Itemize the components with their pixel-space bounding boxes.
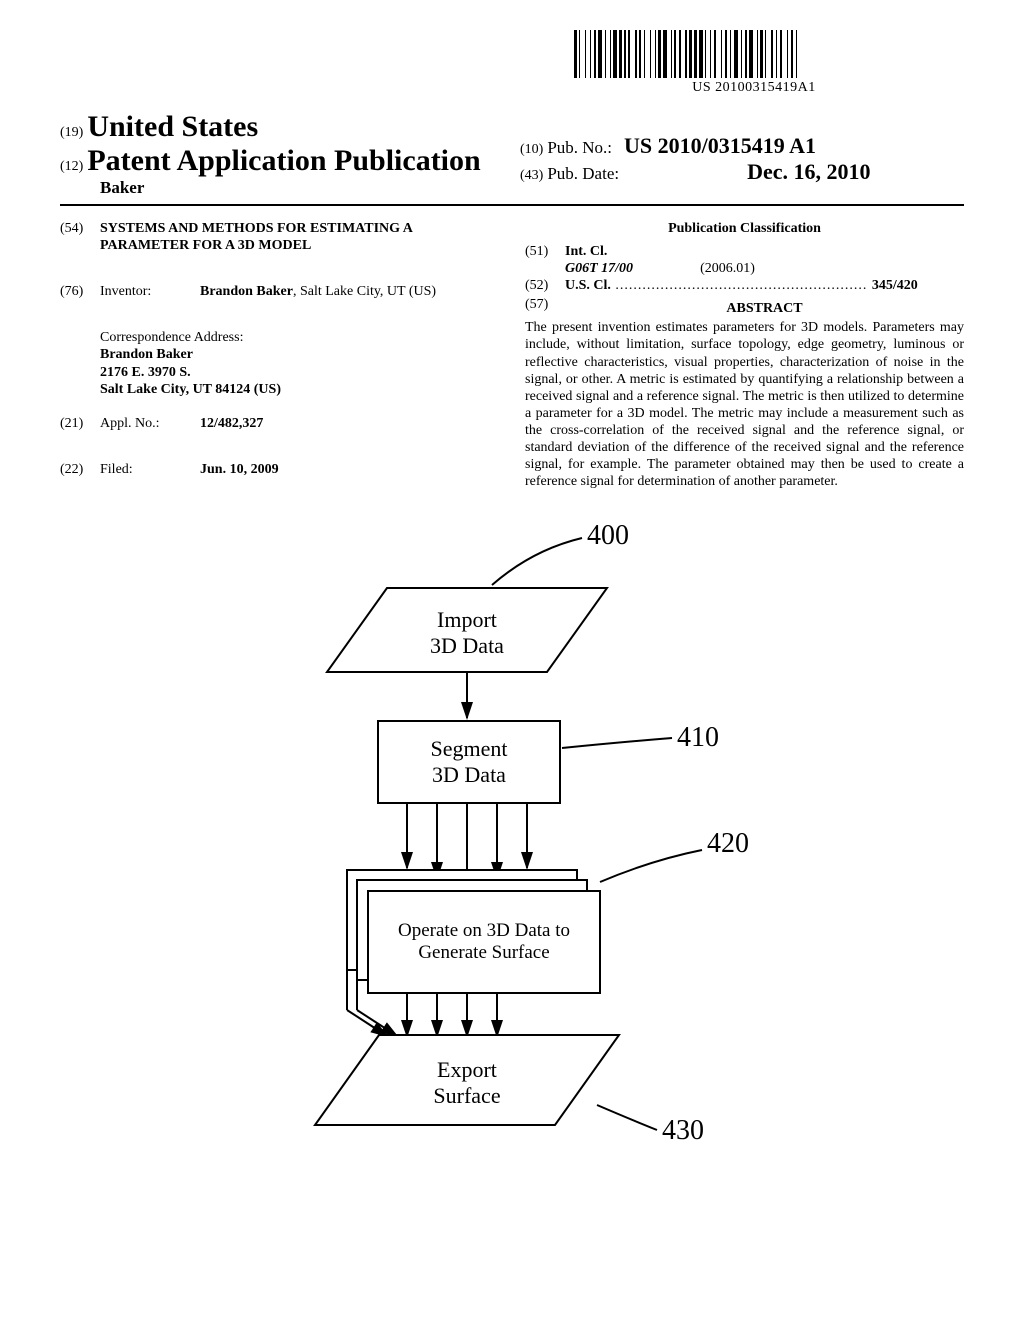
code-51: (51) (525, 243, 565, 260)
flow-import-line1: Import (357, 607, 577, 633)
right-column: Publication Classification (51) Int. Cl.… (525, 220, 964, 490)
ref-420: 420 (707, 828, 749, 860)
code-76: (76) (60, 283, 100, 300)
code-19: (19) (60, 125, 83, 140)
code-57: (57) (525, 296, 565, 319)
pub-class-title: Publication Classification (525, 220, 964, 237)
pub-date: Dec. 16, 2010 (747, 159, 870, 184)
intcl-code: G06T 17/00 (565, 261, 633, 276)
uscl-label: U.S. Cl. (565, 278, 611, 293)
code-10: (10) (520, 142, 543, 157)
filed-date: Jun. 10, 2009 (200, 461, 279, 478)
uscl-code: 345/420 (872, 278, 918, 293)
inventor-loc: , Salt Lake City, UT (US) (293, 284, 436, 299)
applno-label: Appl. No.: (100, 415, 200, 432)
country: United States (87, 110, 258, 143)
flow-operate-line1: Operate on 3D Data to (369, 920, 599, 942)
code-54: (54) (60, 220, 100, 254)
code-52: (52) (525, 277, 565, 294)
corr-street: 2176 E. 3970 S. (100, 364, 499, 381)
ref-430: 430 (662, 1115, 704, 1147)
uscl-dots: ........................................… (611, 278, 872, 293)
pap-title: Patent Application Publication (87, 144, 480, 177)
corr-city: Salt Lake City, UT 84124 (US) (100, 381, 499, 398)
corr-name: Brandon Baker (100, 346, 499, 363)
code-22: (22) (60, 461, 100, 478)
pubdate-label: Pub. Date: (547, 164, 619, 183)
ref-400: 400 (587, 520, 629, 552)
intcl-year: (2006.01) (700, 261, 755, 276)
code-43: (43) (520, 168, 543, 183)
left-column: (54) SYSTEMS AND METHODS FOR ESTIMATING … (60, 220, 499, 490)
code-12: (12) (60, 159, 83, 174)
flow-import: Import 3D Data (357, 598, 577, 668)
correspondence-block: Correspondence Address: Brandon Baker 21… (100, 329, 499, 397)
flow-export: Export Surface (347, 1045, 587, 1120)
biblio-columns: (54) SYSTEMS AND METHODS FOR ESTIMATING … (60, 220, 964, 490)
inventor-value: Brandon Baker, Salt Lake City, UT (US) (200, 283, 499, 300)
flow-segment: Segment 3D Data (377, 720, 561, 804)
code-21: (21) (60, 415, 100, 432)
appl-no: 12/482,327 (200, 415, 263, 432)
barcode-text: US 20100315419A1 (574, 80, 934, 96)
inventor-label: Inventor: (100, 283, 200, 300)
intcl-label: Int. Cl. (565, 243, 607, 260)
uscl-line: U.S. Cl. ...............................… (565, 277, 918, 294)
flow-segment-line1: Segment (379, 736, 559, 762)
flow-operate-line2: Generate Surface (369, 942, 599, 964)
header-rule (60, 204, 964, 206)
flowchart: Import 3D Data Segment 3D Data Operate o… (202, 520, 822, 1160)
barcode-region: US 20100315419A1 (574, 30, 934, 96)
flow-operate: Operate on 3D Data to Generate Surface (367, 890, 601, 994)
ref-410: 410 (677, 722, 719, 754)
flow-segment-line2: 3D Data (379, 762, 559, 788)
pub-no: US 2010/0315419 A1 (624, 133, 816, 158)
corr-label: Correspondence Address: (100, 329, 499, 346)
flow-export-line1: Export (347, 1057, 587, 1083)
barcode (574, 30, 934, 78)
pub-right: (10) Pub. No.: US 2010/0315419 A1 (43) P… (520, 133, 871, 185)
pubno-label: Pub. No.: (547, 138, 612, 157)
filed-label: Filed: (100, 461, 200, 478)
flow-import-line2: 3D Data (357, 633, 577, 659)
inventor-name: Brandon Baker (200, 284, 293, 299)
invention-title: SYSTEMS AND METHODS FOR ESTIMATING A PAR… (100, 220, 499, 254)
abstract-text: The present invention estimates paramete… (525, 319, 964, 490)
flow-export-line2: Surface (347, 1083, 587, 1109)
abstract-title: ABSTRACT (565, 300, 964, 317)
